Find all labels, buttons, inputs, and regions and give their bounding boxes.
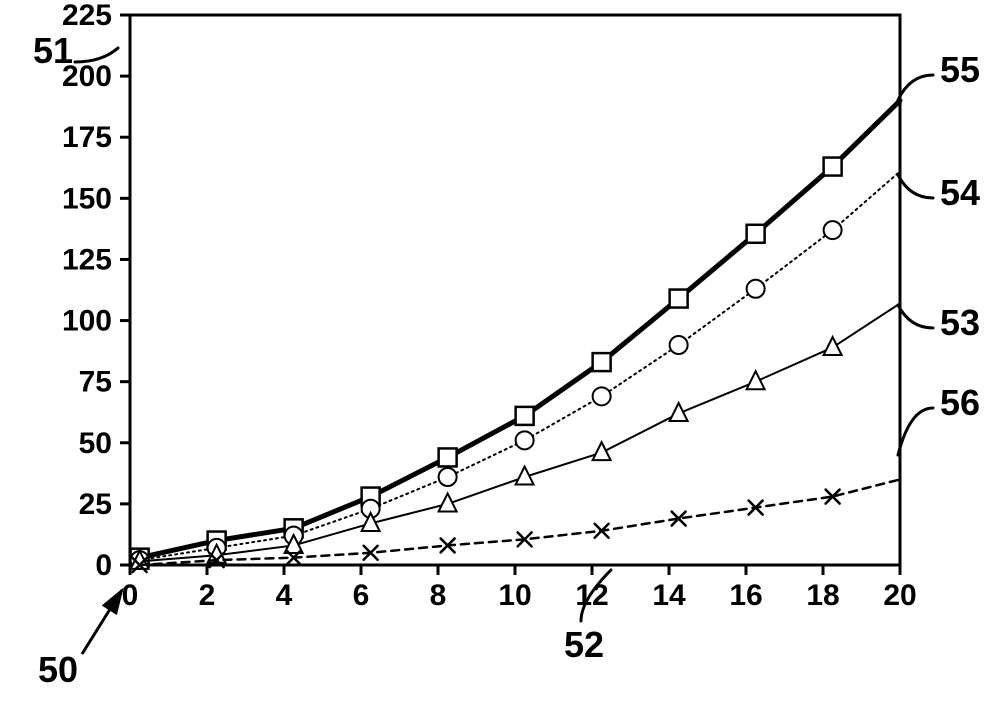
series-line [140,101,900,558]
series-56 [133,479,900,572]
marker-triangle [824,337,842,355]
x-tick-label: 12 [575,579,608,612]
x-tick-label: 0 [122,579,139,612]
marker-square [439,448,457,466]
annotation-53: 53 [898,302,980,343]
y-tick-label: 150 [62,182,112,215]
annotation-54: 54 [898,172,980,213]
y-tick-label: 0 [95,549,112,582]
y-tick-label: 225 [62,0,112,32]
leader-arrow [82,590,122,654]
annotation-50: 50 [38,590,122,690]
marker-triangle [747,371,765,389]
series-line [140,479,900,565]
annotation-label: 55 [940,49,980,90]
x-tick-label: 8 [430,579,447,612]
series-55 [131,101,900,567]
y-tick-label: 25 [79,488,112,521]
marker-circle [516,431,534,449]
annotation-label: 50 [38,649,78,690]
leader-line [898,175,933,198]
y-tick-label: 75 [79,366,112,399]
y-tick-label: 175 [62,121,112,154]
x-tick-label: 10 [498,579,531,612]
annotation-55: 55 [898,49,980,100]
marker-circle [747,280,765,298]
leader-line [898,408,933,455]
marker-square [593,353,611,371]
marker-circle [670,336,688,354]
x-tick-label: 14 [652,579,686,612]
annotation-label: 52 [564,624,604,665]
marker-triangle [593,442,611,460]
y-tick-label: 50 [79,427,112,460]
marker-square [516,407,534,425]
leader-line [898,75,933,100]
x-tick-label: 16 [729,579,762,612]
x-tick-label: 2 [199,579,216,612]
marker-circle [593,387,611,405]
series-line [140,171,900,560]
annotation-56: 56 [898,382,980,455]
marker-square [824,158,842,176]
marker-square [670,290,688,308]
annotation-label: 51 [33,30,73,71]
chart-svg: 0246810121416182002550751001251501752002… [0,0,1000,703]
y-tick-label: 125 [62,243,112,276]
annotation-label: 56 [940,382,980,423]
y-tick-label: 100 [62,305,112,338]
x-tick-label: 20 [883,579,916,612]
annotation-label: 54 [940,172,980,213]
x-tick-label: 6 [353,579,370,612]
marker-circle [824,221,842,239]
marker-triangle [670,403,688,421]
annotation-label: 53 [940,302,980,343]
x-tick-label: 4 [276,579,293,612]
marker-circle [439,468,457,486]
plot-border [130,15,900,565]
leader-line [898,305,933,328]
series-53 [131,303,900,568]
marker-square [747,225,765,243]
chart-container: 0246810121416182002550751001251501752002… [0,0,1000,703]
x-tick-label: 18 [806,579,839,612]
series-54 [131,171,900,569]
